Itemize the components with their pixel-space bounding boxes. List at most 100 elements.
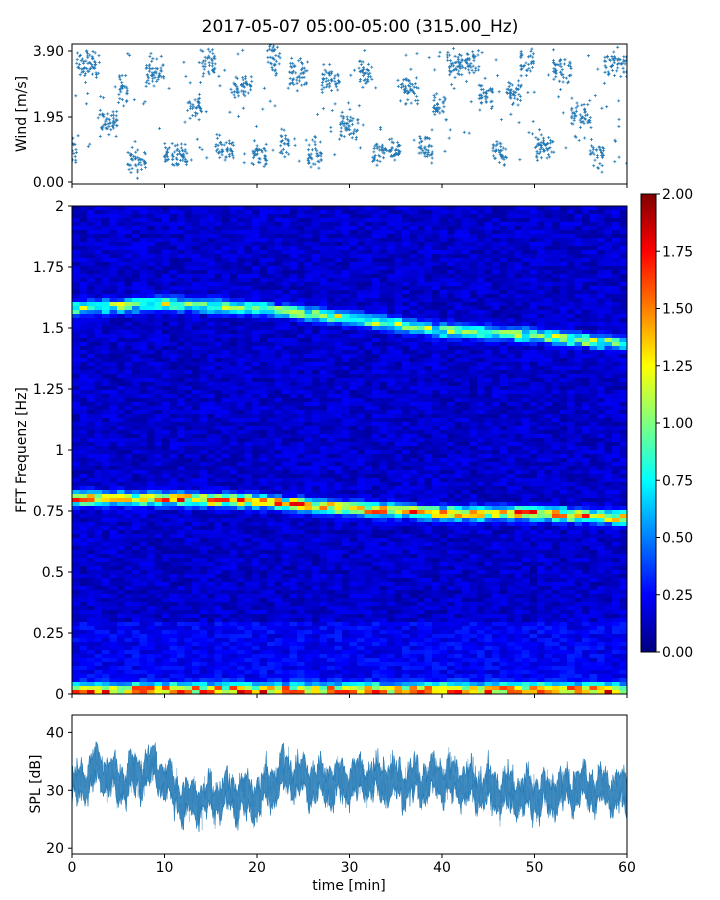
- spectrogram-cell: [237, 250, 246, 255]
- spectrogram-cell: [357, 242, 366, 247]
- spectrogram-cell: [117, 682, 126, 687]
- spectrogram-cell: [267, 678, 276, 683]
- spectrogram-cell: [192, 318, 201, 323]
- spectrogram-cell: [79, 658, 88, 663]
- spectrogram-cell: [334, 266, 343, 271]
- spectrogram-cell: [117, 206, 126, 211]
- spectrogram-cell: [132, 534, 141, 539]
- spectrogram-cell: [124, 502, 133, 507]
- spectrogram-cell: [94, 446, 103, 451]
- spectrogram-cell: [222, 506, 231, 511]
- spectrogram-cell: [192, 650, 201, 655]
- spectrogram-cell: [312, 410, 321, 415]
- spectrogram-cell: [169, 546, 178, 551]
- spectrogram-cell: [87, 218, 96, 223]
- spectrogram-cell: [237, 574, 246, 579]
- spectrogram-cell: [282, 654, 291, 659]
- spectrogram-cell: [117, 602, 126, 607]
- spectrogram-cell: [102, 622, 111, 627]
- spectrogram-cell: [237, 206, 246, 211]
- spectrogram-cell: [372, 210, 381, 215]
- spectrogram-cell: [282, 606, 291, 611]
- spectrogram-cell: [124, 602, 133, 607]
- spectrogram-cell: [222, 238, 231, 243]
- spectrogram-cell: [147, 262, 156, 267]
- spectrogram-cell: [364, 378, 373, 383]
- spectrogram-cell: [132, 466, 141, 471]
- spectrogram-cell: [319, 402, 328, 407]
- spectrogram-cell: [154, 406, 163, 411]
- spectrogram-cell: [244, 578, 253, 583]
- spectrogram-cell: [124, 526, 133, 531]
- spectrogram-cell: [132, 378, 141, 383]
- spectrogram-cell: [124, 542, 133, 547]
- spectrogram-cell: [199, 358, 208, 363]
- spectrogram-cell: [297, 562, 306, 567]
- spectrogram-cell: [102, 686, 111, 691]
- spectrogram-cell: [184, 638, 193, 643]
- spectrogram-cell: [327, 534, 336, 539]
- spectrogram-cell: [297, 598, 306, 603]
- spectrogram-cell: [334, 646, 343, 651]
- spectrogram-cell: [79, 450, 88, 455]
- spectrogram-cell: [72, 522, 81, 527]
- spectrogram-cell: [199, 582, 208, 587]
- spectrogram-cell: [312, 278, 321, 283]
- spectrogram-cell: [222, 582, 231, 587]
- spectrogram-cell: [184, 626, 193, 631]
- spectrogram-cell: [124, 242, 133, 247]
- spectrogram-cell: [117, 686, 126, 691]
- spectrogram-cell: [304, 338, 313, 343]
- spectrogram-cell: [207, 514, 216, 519]
- spectrogram-cell: [207, 330, 216, 335]
- spectrogram-cell: [79, 282, 88, 287]
- spectrogram-cell: [79, 386, 88, 391]
- spectrogram-cell: [147, 670, 156, 675]
- spectrogram-cell: [132, 262, 141, 267]
- spectrogram-cell: [259, 654, 268, 659]
- spectrogram-cell: [207, 526, 216, 531]
- spectrogram-cell: [207, 266, 216, 271]
- spectrogram-cell: [304, 594, 313, 599]
- spectrogram-cell: [244, 346, 253, 351]
- spectrogram-cell: [177, 278, 186, 283]
- spectrogram-cell: [282, 398, 291, 403]
- spectrogram-cell: [72, 298, 81, 303]
- spectrogram-cell: [244, 378, 253, 383]
- spectrogram-cell: [184, 322, 193, 327]
- spectrogram-cell: [154, 318, 163, 323]
- spectrogram-cell: [177, 654, 186, 659]
- spectrogram-cell: [132, 294, 141, 299]
- spectrogram-cell: [282, 430, 291, 435]
- spectrogram-cell: [274, 486, 283, 491]
- spectrogram-cell: [87, 654, 96, 659]
- spectrogram-cell: [364, 242, 373, 247]
- spectrogram-cell: [364, 654, 373, 659]
- spectrogram-cell: [312, 542, 321, 547]
- spectrogram-cell: [192, 606, 201, 611]
- spectrogram-cell: [342, 346, 351, 351]
- spectrogram-cell: [117, 230, 126, 235]
- spectrogram-cell: [357, 446, 366, 451]
- spectrogram-cell: [102, 510, 111, 515]
- spectrogram-cell: [304, 294, 313, 299]
- spectrogram-cell: [184, 654, 193, 659]
- spectrogram-cell: [124, 662, 133, 667]
- spectrogram-cell: [139, 682, 148, 687]
- spectrogram-cell: [94, 494, 103, 499]
- spectrogram-cell: [372, 238, 381, 243]
- spectrogram-cell: [244, 466, 253, 471]
- spectrogram-cell: [207, 582, 216, 587]
- spectrogram-cell: [94, 622, 103, 627]
- spectrogram-cell: [162, 270, 171, 275]
- spectrogram-cell: [147, 206, 156, 211]
- spectrogram-cell: [214, 686, 223, 691]
- spectrogram-cell: [357, 654, 366, 659]
- spectrogram-cell: [312, 602, 321, 607]
- spectrogram-cell: [192, 302, 201, 307]
- spectrogram-cell: [297, 334, 306, 339]
- spectrogram-cell: [139, 326, 148, 331]
- spectrogram-cell: [297, 326, 306, 331]
- spectrogram-cell: [147, 398, 156, 403]
